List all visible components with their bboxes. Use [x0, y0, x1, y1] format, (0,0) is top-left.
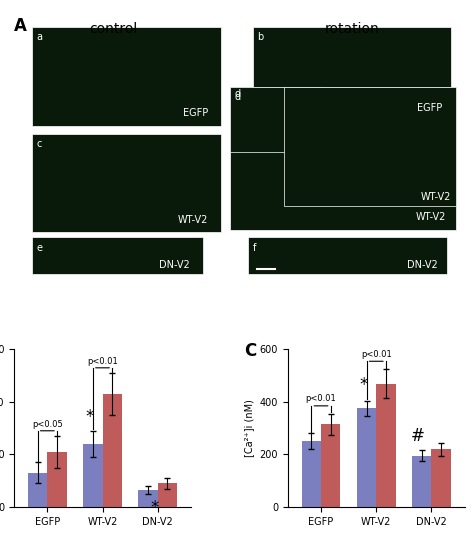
Bar — [376, 384, 395, 507]
Text: #: # — [411, 427, 425, 445]
Bar — [302, 441, 321, 507]
Bar — [158, 483, 177, 507]
Text: *: * — [360, 376, 368, 394]
Text: e: e — [36, 243, 43, 253]
Bar — [28, 473, 47, 507]
Bar — [138, 490, 158, 507]
Text: d: d — [235, 90, 241, 100]
Text: p<0.05: p<0.05 — [32, 419, 63, 429]
Text: d: d — [235, 92, 241, 102]
Text: a: a — [36, 32, 43, 42]
Text: EGFP: EGFP — [182, 108, 208, 118]
Bar — [47, 452, 67, 507]
Bar — [357, 408, 376, 507]
Text: control: control — [89, 22, 137, 36]
Text: b: b — [257, 32, 264, 42]
Bar — [102, 394, 122, 507]
Text: DN-V2: DN-V2 — [407, 260, 438, 270]
Bar — [321, 424, 340, 507]
Text: p<0.01: p<0.01 — [87, 356, 118, 366]
Text: WT-V2: WT-V2 — [420, 192, 451, 202]
Text: EGFP: EGFP — [417, 103, 442, 113]
Bar — [431, 449, 451, 507]
Text: A: A — [14, 17, 27, 35]
Bar — [83, 444, 102, 507]
Text: WT-V2: WT-V2 — [416, 212, 447, 222]
Text: c: c — [36, 139, 42, 149]
Text: rotation: rotation — [325, 22, 379, 36]
Text: p<0.01: p<0.01 — [361, 350, 392, 359]
Text: *: * — [151, 500, 159, 517]
Text: C: C — [244, 341, 256, 360]
Text: DN-V2: DN-V2 — [159, 260, 190, 270]
Text: p<0.01: p<0.01 — [306, 394, 337, 403]
Bar — [412, 456, 431, 507]
Y-axis label: [Ca²⁺]i (nM): [Ca²⁺]i (nM) — [244, 399, 254, 457]
Text: *: * — [86, 408, 94, 426]
Text: f: f — [253, 243, 256, 253]
Text: WT-V2: WT-V2 — [177, 214, 208, 224]
